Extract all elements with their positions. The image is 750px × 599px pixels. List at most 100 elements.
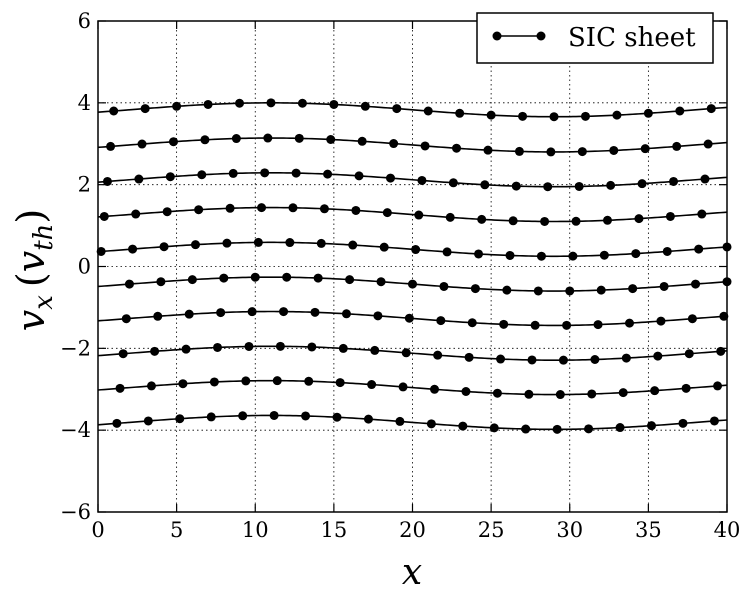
point-8-15 bbox=[587, 389, 597, 399]
point-8-0 bbox=[115, 383, 125, 393]
legend-marker-left bbox=[492, 31, 502, 41]
point-3-4 bbox=[225, 203, 235, 213]
series-line-1 bbox=[97, 137, 728, 153]
point-2-12 bbox=[480, 180, 490, 190]
point-7-4 bbox=[244, 341, 254, 351]
series-0 bbox=[97, 98, 728, 122]
point-2-2 bbox=[165, 172, 175, 182]
x-tick-label-0: 0 bbox=[91, 518, 104, 542]
point-6-1 bbox=[153, 311, 163, 321]
point-3-18 bbox=[665, 211, 675, 221]
point-7-13 bbox=[527, 355, 537, 365]
legend-box bbox=[476, 12, 714, 64]
point-3-17 bbox=[634, 214, 644, 224]
point-7-10 bbox=[433, 350, 443, 360]
point-9-15 bbox=[584, 424, 594, 434]
series-group bbox=[96, 98, 732, 434]
y-axis-label-unit: v bbox=[9, 250, 53, 272]
point-2-18 bbox=[669, 176, 679, 186]
point-6-14 bbox=[562, 320, 572, 330]
point-0-9 bbox=[392, 104, 402, 114]
x-tick-label-1: 5 bbox=[170, 518, 183, 542]
point-0-11 bbox=[455, 108, 465, 118]
point-9-0 bbox=[112, 418, 122, 428]
point-5-12 bbox=[502, 285, 512, 295]
series-9 bbox=[97, 410, 728, 434]
point-0-14 bbox=[549, 112, 559, 122]
point-0-15 bbox=[580, 111, 590, 121]
series-2 bbox=[97, 168, 728, 192]
point-6-11 bbox=[467, 318, 477, 328]
point-8-2 bbox=[178, 379, 188, 389]
point-3-13 bbox=[508, 216, 518, 226]
point-2-0 bbox=[102, 176, 112, 186]
point-5-13 bbox=[533, 286, 543, 296]
y-tick-label-6: 6 bbox=[78, 9, 91, 33]
point-8-8 bbox=[367, 380, 377, 390]
point-7-18 bbox=[684, 349, 694, 359]
point-3-6 bbox=[288, 203, 298, 213]
point-6-7 bbox=[341, 309, 351, 319]
point-9-2 bbox=[175, 414, 185, 424]
point-5-6 bbox=[313, 273, 323, 283]
y-axis-label-var: v bbox=[9, 309, 53, 331]
point-4-3 bbox=[191, 240, 200, 250]
point-0-5 bbox=[266, 98, 276, 108]
point-1-18 bbox=[672, 141, 682, 151]
point-7-8 bbox=[370, 345, 380, 355]
point-0-19 bbox=[706, 104, 716, 114]
point-3-16 bbox=[602, 215, 612, 225]
point-4-13 bbox=[505, 250, 515, 260]
point-8-4 bbox=[241, 376, 251, 386]
point-3-2 bbox=[162, 207, 172, 217]
point-9-18 bbox=[678, 418, 688, 428]
point-7-19 bbox=[716, 346, 726, 356]
series-line-8 bbox=[97, 379, 728, 396]
point-5-15 bbox=[596, 285, 606, 295]
point-1-9 bbox=[389, 139, 399, 149]
point-2-17 bbox=[637, 179, 647, 189]
point-6-10 bbox=[436, 316, 446, 326]
point-7-17 bbox=[653, 351, 663, 361]
point-6-12 bbox=[499, 319, 509, 329]
ticks bbox=[97, 20, 728, 513]
point-5-7 bbox=[345, 275, 355, 285]
point-4-14 bbox=[536, 251, 546, 261]
point-1-13 bbox=[514, 146, 524, 156]
point-8-5 bbox=[272, 376, 282, 386]
point-9-9 bbox=[395, 416, 405, 426]
point-9-16 bbox=[615, 423, 625, 433]
point-2-19 bbox=[700, 174, 710, 184]
point-8-17 bbox=[650, 386, 660, 396]
point-6-9 bbox=[404, 313, 414, 323]
point-7-14 bbox=[558, 355, 568, 365]
legend-marker-right bbox=[536, 31, 546, 41]
point-5-8 bbox=[376, 277, 386, 287]
point-9-19 bbox=[709, 416, 719, 426]
y-axis-label-var-sub: x bbox=[29, 295, 59, 310]
point-7-16 bbox=[621, 353, 631, 363]
point-6-5 bbox=[279, 307, 289, 317]
point-7-7 bbox=[338, 343, 348, 353]
series-7 bbox=[97, 341, 728, 365]
series-line-0 bbox=[97, 102, 728, 118]
point-3-11 bbox=[445, 212, 455, 222]
point-8-13 bbox=[524, 389, 534, 399]
point-6-3 bbox=[216, 308, 226, 318]
point-4-4 bbox=[222, 238, 232, 248]
point-5-1 bbox=[156, 277, 166, 287]
point-3-15 bbox=[571, 216, 581, 226]
point-9-7 bbox=[332, 412, 342, 422]
point-1-3 bbox=[200, 135, 210, 145]
series-5 bbox=[97, 272, 732, 296]
point-0-12 bbox=[486, 110, 496, 120]
point-4-9 bbox=[379, 242, 389, 252]
point-7-1 bbox=[150, 346, 160, 356]
point-4-10 bbox=[411, 245, 421, 255]
point-8-18 bbox=[681, 383, 691, 393]
point-6-4 bbox=[247, 307, 257, 317]
point-4-5 bbox=[253, 237, 263, 247]
point-3-7 bbox=[319, 204, 329, 214]
point-6-6 bbox=[310, 307, 320, 317]
point-7-0 bbox=[118, 349, 128, 359]
